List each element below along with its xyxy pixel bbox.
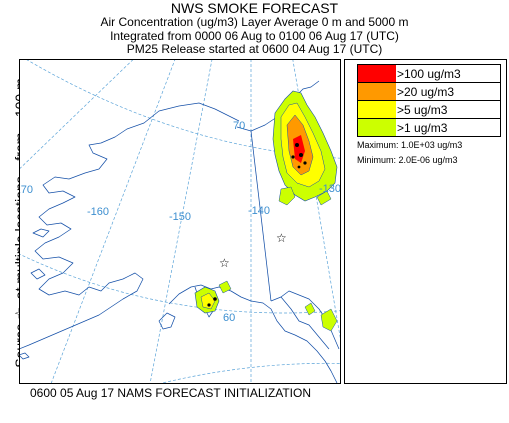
- smoke-plume-southcentral: [194, 280, 232, 314]
- island-nunivak: [30, 268, 46, 280]
- legend-label-100: >100 ug/m3: [397, 67, 461, 81]
- coastline-alaska: [20, 102, 240, 350]
- smoke-plume-bc: [304, 302, 338, 332]
- smoke-plume-northeast: [272, 90, 338, 206]
- island-aleutian-1: [20, 352, 30, 360]
- graticule-lon-160: [50, 60, 176, 383]
- subtitle-integration: Integrated from 0000 06 Aug to 0100 06 A…: [110, 29, 399, 43]
- legend-row-1: [357, 118, 501, 137]
- graticule-lat-60: [20, 253, 340, 314]
- legend-swatch-orange: [358, 83, 396, 100]
- legend-label-1: >1 ug/m3: [397, 121, 448, 135]
- lon-label-130: -130: [319, 183, 341, 195]
- legend-panel: >100 ug/m3 >20 ug/m3 >5 ug/m3 >1 ug/m3 M…: [344, 59, 507, 384]
- coastline-kodiak: [158, 312, 176, 330]
- map-panel: ☆ ☆ 70 60 -170 -160 -150 -140 -130: [19, 59, 341, 384]
- graticule-lat-50: [161, 362, 340, 383]
- lon-label-140: -140: [248, 205, 270, 217]
- legend-swatch-red: [358, 65, 396, 82]
- legend-swatch-lime: [358, 119, 396, 136]
- legend-swatch: [358, 65, 396, 82]
- coastline-southcentral: [168, 284, 338, 383]
- source-star-marker: ☆: [219, 256, 230, 270]
- lon-label-150: -150: [169, 211, 191, 223]
- lon-label-160: -160: [87, 206, 109, 218]
- island-stlawrence: [32, 228, 50, 238]
- lat-label-70: 70: [233, 120, 245, 132]
- graticule-lat-70: [26, 60, 340, 159]
- legend-swatch-yellow: [358, 101, 396, 118]
- page-title: NWS SMOKE FORECAST: [170, 0, 339, 16]
- graticule-lon-170: [20, 60, 134, 169]
- source-star-marker: ☆: [276, 231, 287, 245]
- forecast-initialization-footer: 0600 05 Aug 17 NAMS FORECAST INITIALIZAT…: [30, 386, 311, 400]
- graticule-lon-150: [149, 60, 213, 383]
- subtitle-concentration: Air Concentration (ug/m3) Layer Average …: [100, 15, 409, 29]
- subtitle-release: PM25 Release started at 0600 04 Aug 17 (…: [126, 42, 383, 56]
- legend-maximum: Maximum: 1.0E+03 ug/m3: [357, 140, 463, 150]
- coastline-bc: [280, 290, 340, 350]
- lat-label-60: 60: [223, 312, 235, 324]
- legend-label-20: >20 ug/m3: [397, 85, 455, 99]
- legend-minimum: Minimum: 2.0E-06 ug/m3: [357, 155, 458, 165]
- lon-label-170: -170: [19, 184, 33, 196]
- legend-label-5: >5 ug/m3: [397, 103, 448, 117]
